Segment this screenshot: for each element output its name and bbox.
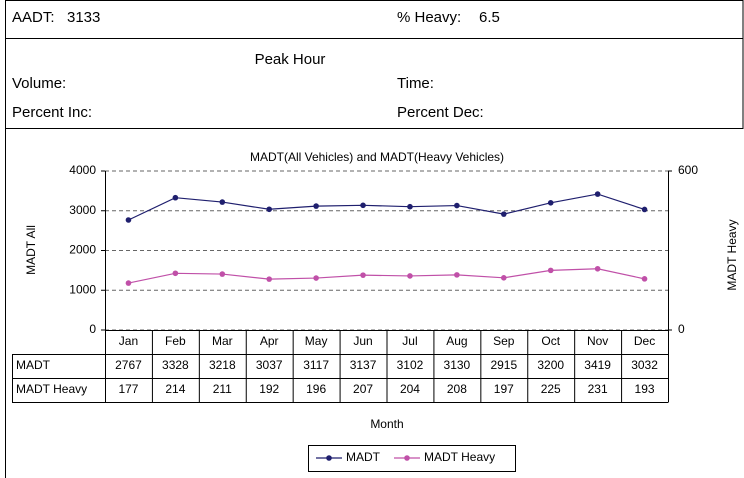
- table-cell: 3102: [397, 358, 424, 372]
- frame: [5, 0, 744, 478]
- table-cell: 214: [165, 382, 185, 396]
- y-tick-label: 3000: [69, 203, 96, 217]
- point: [360, 202, 366, 209]
- peak-hour-title: Peak Hour: [255, 51, 326, 68]
- point: [125, 217, 132, 223]
- table-cell: 3328: [162, 358, 189, 372]
- point: [454, 272, 460, 278]
- point: [219, 199, 226, 205]
- heavy-label: % Heavy:: [397, 9, 461, 26]
- table-cell: 204: [400, 382, 420, 396]
- x-tick-label: Jun: [353, 334, 372, 348]
- series-line: [128, 268, 645, 284]
- y2-axis-label: MADT Heavy: [725, 219, 739, 290]
- aadt-label: AADT:: [12, 9, 55, 26]
- y-axis-label: MADT All: [24, 225, 38, 275]
- heavy-value: 6.5: [479, 9, 500, 26]
- point: [172, 194, 179, 201]
- point: [454, 202, 460, 209]
- x-tick-label: Dec: [634, 334, 655, 348]
- y-tick-label: 1000: [69, 282, 96, 296]
- x-tick-label: May: [305, 334, 328, 348]
- point: [547, 200, 554, 206]
- table-cell: 3117: [303, 358, 329, 372]
- point: [547, 267, 554, 274]
- table-cell: 192: [259, 382, 279, 396]
- time-label: Time:: [397, 75, 434, 92]
- point: [594, 265, 601, 272]
- point: [125, 280, 132, 286]
- table-cell: 2915: [490, 358, 517, 372]
- x-tick-label: Sep: [493, 334, 515, 348]
- x-axis-label: Month: [370, 417, 403, 431]
- x-tick-label: Jan: [119, 334, 138, 348]
- aadt-value: 3133: [67, 9, 100, 26]
- x-tick-label: Apr: [260, 334, 279, 348]
- point: [641, 276, 648, 282]
- chart-title: MADT(All Vehicles) and MADT(Heavy Vehicl…: [250, 150, 504, 164]
- legend-marker: [404, 455, 410, 461]
- x-tick-label: Feb: [165, 334, 186, 348]
- table-row-label: MADT Heavy: [16, 382, 87, 396]
- point: [266, 206, 273, 213]
- x-tick-label: Mar: [212, 334, 233, 348]
- legend-marker: [326, 455, 332, 461]
- table-cell: 3200: [537, 358, 564, 372]
- legend-label: MADT: [346, 450, 381, 464]
- table-cell: 3419: [584, 358, 611, 372]
- table-cell: 231: [588, 382, 608, 396]
- table-cell: 3218: [209, 358, 236, 372]
- y-tick-label: 2000: [69, 243, 96, 257]
- table-cell: 3137: [350, 358, 377, 372]
- x-tick-label: Aug: [446, 334, 467, 348]
- point: [407, 203, 413, 210]
- percent-dec-label: Percent Dec:: [397, 104, 484, 121]
- table-cell: 3032: [631, 358, 658, 372]
- table-cell: 193: [635, 382, 655, 396]
- point: [172, 270, 179, 277]
- y-tick-label: 4000: [69, 163, 96, 177]
- table-cell: 3037: [256, 358, 283, 372]
- table-cell: 177: [118, 382, 138, 396]
- legend-label: MADT Heavy: [424, 450, 495, 464]
- point: [313, 275, 319, 281]
- point: [360, 272, 366, 278]
- y-tick-label: 0: [89, 322, 96, 336]
- table-cell: 207: [353, 382, 373, 396]
- volume-label: Volume:: [12, 75, 66, 92]
- y2-tick-label: 0: [678, 322, 685, 336]
- series-line: [128, 193, 645, 221]
- y2-tick-label: 600: [678, 163, 698, 177]
- percent-inc-label: Percent Inc:: [12, 104, 92, 121]
- table-cell: 196: [306, 382, 326, 396]
- point: [500, 211, 507, 217]
- x-tick-label: Nov: [587, 334, 608, 348]
- table-cell: 208: [447, 382, 467, 396]
- table-cell: 197: [494, 382, 514, 396]
- point: [313, 203, 319, 209]
- table-cell: 2767: [115, 358, 142, 372]
- point: [500, 274, 507, 281]
- table-cell: 3130: [444, 358, 471, 372]
- table-row-label: MADT: [16, 358, 51, 372]
- point: [219, 271, 226, 277]
- point: [594, 191, 601, 197]
- x-tick-label: Oct: [541, 334, 560, 348]
- point: [407, 273, 413, 279]
- point: [641, 206, 648, 213]
- table-cell: 211: [213, 382, 232, 396]
- point: [266, 276, 273, 282]
- table-cell: 225: [541, 382, 561, 396]
- x-tick-label: Jul: [402, 334, 417, 348]
